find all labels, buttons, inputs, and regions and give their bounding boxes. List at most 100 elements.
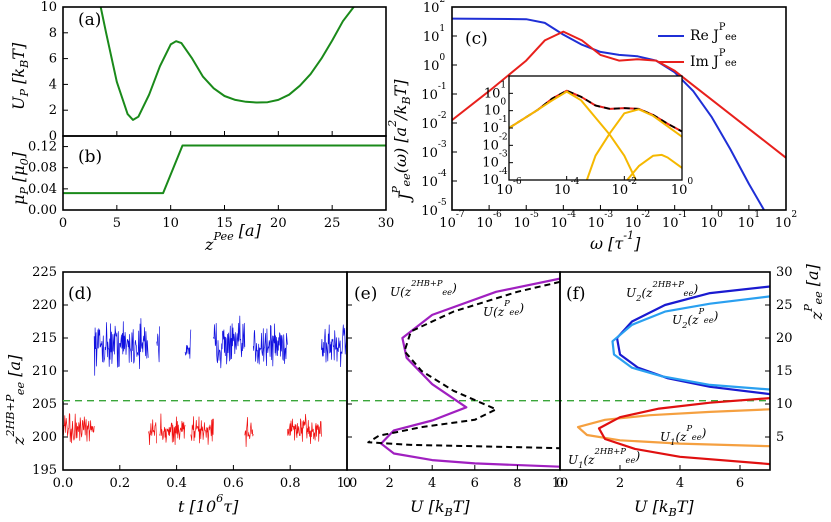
ytick-label: 0.04	[28, 182, 57, 197]
xlabel-f: U [kBT]	[634, 497, 694, 519]
ytick-label-part: 10	[423, 30, 440, 45]
xtick-label-part: -4	[567, 210, 576, 220]
xtick-label-part: 2	[791, 210, 797, 220]
legend-label-part: P	[719, 22, 726, 33]
annotation-1-part: 2HB+P	[651, 279, 684, 289]
panel-label-e: (e)	[354, 284, 377, 304]
xtick-label-part: 10	[551, 216, 568, 231]
ylabel-c-part: k	[391, 105, 410, 115]
panel-b: 0.000.040.080.120 5 10 15 20 25 30(b)zPee [a]μ…	[9, 135, 395, 254]
xtick-label-part: 0	[717, 210, 723, 220]
ylabel-c-part: T]	[391, 79, 410, 97]
xlabel-e-part: U [k	[410, 497, 445, 516]
panel-a-plot	[99, 7, 355, 121]
ylabel-f-part: P	[802, 304, 815, 313]
annotation-4-part: 1	[578, 460, 583, 470]
xtick-label-part: 10	[476, 216, 493, 231]
trajectory-upper	[184, 329, 192, 359]
ylabel-b-part: μ	[9, 165, 28, 175]
annotation-4-part: (z	[583, 453, 595, 467]
xtick-label: 0.4	[166, 476, 187, 491]
annotation-1-part: (z	[641, 286, 653, 300]
ytick-right-label: 10	[776, 397, 793, 412]
panel-e-frame	[346, 271, 561, 471]
series-ImJeeP	[452, 30, 786, 159]
annotation-U-2HBP: U(z2HB+Pee)	[390, 278, 457, 299]
ytick-label-part: 0	[439, 53, 445, 63]
panel-label-b: (b)	[78, 147, 102, 167]
xtick-label-part: 1	[754, 210, 760, 220]
xtick-label-part: 10	[701, 216, 718, 231]
xtick-label: 0.0	[53, 476, 74, 491]
xtick-label: 0	[59, 216, 67, 231]
inset-series	[585, 108, 682, 180]
inset-ytick-label-part: -2	[499, 132, 508, 142]
ytick-label: 10-4	[421, 169, 447, 190]
xtick-label-part: 10	[625, 216, 642, 231]
panel-c-plot	[452, 17, 786, 210]
annotation-U-P-part: ee	[509, 307, 519, 317]
annotation-2-part: (z	[687, 313, 699, 327]
ytick-label: 100	[423, 53, 446, 74]
inset-xtick-label: 10-2	[612, 177, 637, 198]
inset-ytick-label: 10-4	[482, 167, 508, 188]
ytick-label: 205	[32, 397, 57, 412]
ylabel-c-part: (ω) [	[391, 136, 410, 174]
xlabel-c-part: ]	[633, 234, 641, 253]
xtick-label: 15	[216, 216, 233, 231]
xtick-label: 4	[428, 476, 436, 491]
ylabel-d-part: ee	[14, 381, 27, 395]
annotation-1: U2(z2HB+Pee)	[626, 279, 698, 303]
trajectory-lower	[148, 419, 158, 446]
ytick-label: 195	[32, 463, 57, 478]
trajectory-lower	[63, 413, 95, 444]
inset-ytick-label: 10-2	[482, 132, 507, 153]
ylabel-d-part: 2HB+P	[4, 394, 17, 437]
inset-ytick-label-part: 10	[482, 121, 499, 136]
ytick-label-part: 10	[423, 1, 440, 16]
ylabel-d: z2HB+Pee [a]	[4, 354, 28, 446]
ytick-label: 4	[49, 77, 57, 92]
ytick-label: 0.12	[28, 140, 57, 155]
trajectory-upper	[93, 318, 149, 376]
ylabel-a-part: k	[9, 68, 28, 78]
annotation-1-part: 2	[635, 293, 641, 303]
xtick-label: 10-2	[625, 210, 650, 231]
xlabel-b: zPee [a]	[204, 221, 262, 254]
annotation-U-P-part: U(z	[483, 305, 505, 319]
panel-d: 195 200 205 210 215 220 225 0.0 0.2 0.4 0.6 0.8 1.0 (…	[4, 265, 357, 516]
annotation-3-part: )	[701, 426, 707, 440]
annotation-U-2HBP-part: U(z	[390, 285, 412, 299]
ytick-label: 0.00	[28, 203, 57, 218]
ytick-label-part: -4	[438, 169, 447, 179]
ytick-label-part: 10	[423, 59, 440, 74]
xtick-label: 0.6	[223, 476, 244, 491]
annotation-U-P: U(zPee)	[483, 298, 524, 319]
xtick-label-part: 10	[514, 216, 531, 231]
xtick-label: 102	[775, 210, 797, 231]
inset-series	[509, 90, 637, 180]
annotation-3-part: U	[660, 430, 671, 444]
inset-ytick-label-part: 0	[500, 98, 506, 108]
xtick-label-part: 10	[439, 216, 456, 231]
panel-e: 0 2 4 6 8 10(e) U(z2HB+Pee)U(zPee)U [kBT]	[343, 271, 568, 519]
ylabel-b-part: [	[9, 175, 28, 187]
xlabel-d-part: t	[178, 497, 185, 516]
trajectory-lower	[244, 416, 254, 447]
inset-xtick-label-part: -4	[571, 177, 580, 187]
annotation-U-2HBP-part: 2HB+P	[410, 278, 443, 288]
ytick-label: 10-5	[421, 198, 447, 219]
xtick-label: 0.8	[280, 476, 301, 491]
series-ReJeeP	[452, 17, 766, 210]
xlabel-b-part: ee	[220, 230, 234, 243]
xtick-label-part: 10	[662, 216, 679, 231]
xlabel-e: U [kBT]	[410, 497, 470, 519]
ylabel-f-part: [a]	[803, 263, 822, 291]
inset-ytick-label-part: 10	[482, 156, 499, 171]
xtick-label: 30	[378, 216, 395, 231]
ytick-label: 6	[49, 52, 57, 67]
panel-c-frame	[451, 6, 787, 211]
inset-xtick-label-part: 0	[687, 177, 693, 187]
ytick-label: 2	[49, 103, 57, 118]
